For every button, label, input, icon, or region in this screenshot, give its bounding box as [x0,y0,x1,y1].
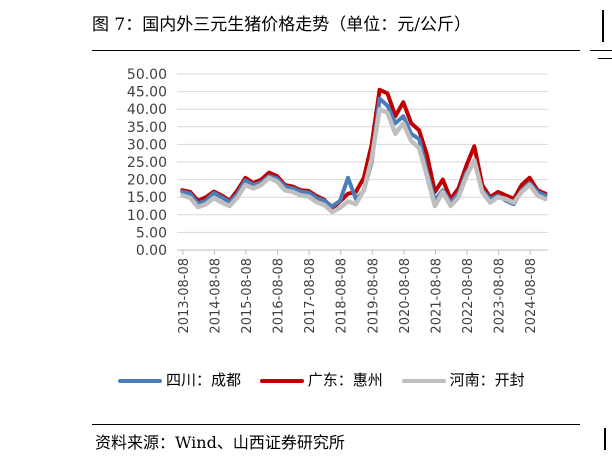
legend-item-chengdu: 四川：成都 [118,369,241,390]
legend-swatch-chengdu [118,379,162,383]
series-line-2 [180,106,548,215]
legend-label-huizhou: 广东：惠州 [307,371,383,389]
adjacent-figure-edge [602,10,612,42]
x-axis: 2013-08-08 2014-08-08 2015-08-08 2016-08-08… [177,249,548,334]
y-tick-label: 20.00 [127,173,167,189]
y-tick-label: 35.00 [127,120,167,136]
y-tick-label: 0.00 [136,243,167,259]
adjacent-figure-rule [590,50,612,51]
x-tick-label: 2018-08-08 [335,258,350,334]
x-tick-label: 2016-08-08 [272,258,287,334]
figure-title: 图 7：国内外三元生猪价格走势（单位：元/公斤） [92,15,471,35]
y-tick-label: 10.00 [127,208,167,224]
x-tick-label: 2015-08-08 [240,258,255,334]
y-tick-label: 25.00 [127,155,167,171]
y-tick-label: 5.00 [136,225,167,241]
x-tick-label: 2020-08-08 [398,258,413,334]
x-tick-label: 2024-08-08 [524,258,539,334]
legend-label-chengdu: 四川：成都 [166,371,242,389]
x-tick-label: 2019-08-08 [366,258,381,334]
chart-legend: 四川：成都 广东：惠州 河南：开封 [118,369,539,390]
gridlines [177,73,548,251]
legend-item-huizhou: 广东：惠州 [259,369,383,390]
y-tick-label: 30.00 [127,137,167,153]
x-tick-label: 2013-08-08 [177,258,192,334]
legend-swatch-kaifeng [401,379,446,383]
source-divider [92,424,580,425]
y-tick-label: 45.00 [127,85,167,101]
title-divider [92,50,580,51]
legend-item-kaifeng: 河南：开封 [401,369,525,390]
x-tick-label: 2017-08-08 [303,258,318,334]
y-tick-label: 40.00 [127,102,167,118]
series-lines [180,87,548,215]
x-tick-label: 2014-08-08 [208,258,223,334]
legend-label-kaifeng: 河南：开封 [449,371,525,389]
adjacent-source-edge [604,428,612,450]
x-tick-label: 2021-08-08 [429,258,444,334]
x-tick-label: 2022-08-08 [461,258,476,334]
x-tick-label: 2023-08-08 [493,258,508,334]
source-note: 资料来源：Wind、山西证券研究所 [95,433,345,452]
adjacent-figure-mark [598,58,612,59]
legend-swatch-huizhou [259,379,304,383]
y-tick-label: 15.00 [127,190,167,206]
y-tick-label: 50.00 [127,67,167,83]
